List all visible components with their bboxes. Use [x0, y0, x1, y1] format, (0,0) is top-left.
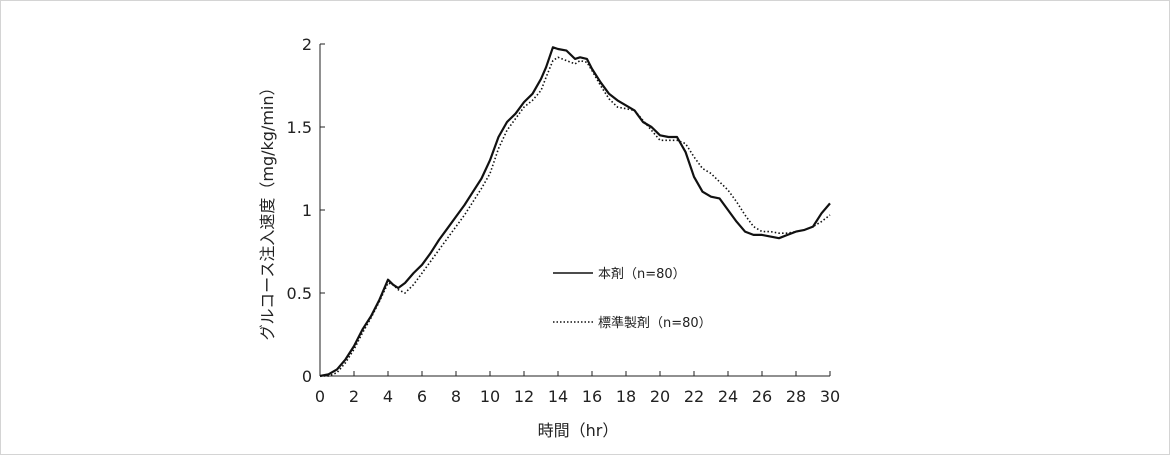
y-tick-label-0.5: 0.5 — [287, 284, 312, 303]
y-tick-label-2: 2 — [302, 35, 312, 54]
series-line-2 — [320, 56, 831, 377]
x-ticks: 0 2 4 6 8 10 12 14 16 18 20 22 24 26 28 30 — [315, 371, 840, 406]
series-line-1 — [319, 46, 831, 378]
x-tick-label-6: 6 — [417, 387, 427, 406]
y-tick-label-1.5: 1.5 — [287, 118, 312, 137]
x-tick-label-20: 20 — [650, 387, 670, 406]
x-tick-label-10: 10 — [480, 387, 500, 406]
legend: 本剤（n=80） 標準製剤（n=80） — [553, 266, 712, 331]
y-tick-label-0: 0 — [302, 367, 312, 386]
x-tick-label-18: 18 — [616, 387, 636, 406]
legend-label-series-2: 標準製剤（n=80） — [598, 315, 712, 331]
x-tick-label-2: 2 — [349, 387, 359, 406]
x-tick-label-14: 14 — [548, 387, 568, 406]
x-tick-label-24: 24 — [718, 387, 738, 406]
y-ticks: 0 0.5 1 1.5 2 — [287, 35, 325, 386]
x-tick-label-26: 26 — [752, 387, 772, 406]
axes — [319, 44, 830, 377]
x-tick-label-8: 8 — [451, 387, 461, 406]
x-tick-label-16: 16 — [582, 387, 602, 406]
x-axis-title: 時間（hr） — [538, 421, 619, 440]
x-tick-label-30: 30 — [820, 387, 840, 406]
series-layer — [319, 46, 831, 378]
legend-label-series-1: 本剤（n=80） — [598, 266, 686, 282]
x-tick-label-12: 12 — [514, 387, 534, 406]
x-tick-label-22: 22 — [684, 387, 704, 406]
y-axis-title: グルコース注入速度（mg/kg/min） — [258, 80, 277, 341]
x-tick-label-0: 0 — [315, 387, 325, 406]
x-tick-label-28: 28 — [786, 387, 806, 406]
y-tick-label-1: 1 — [302, 201, 312, 220]
x-tick-label-4: 4 — [383, 387, 393, 406]
